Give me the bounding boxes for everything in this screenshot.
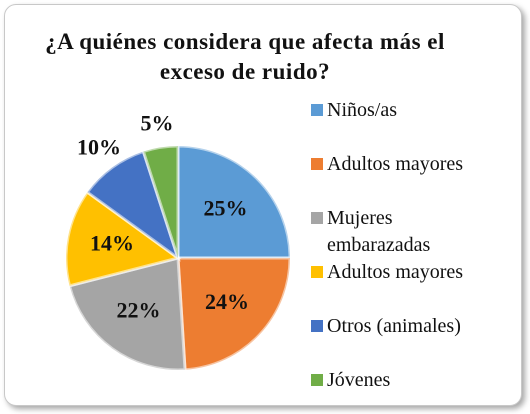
legend-label: Adultos mayores xyxy=(327,153,464,175)
legend-swatch xyxy=(311,104,323,116)
legend-swatch xyxy=(311,158,323,170)
legend-swatch xyxy=(311,212,323,224)
legend-item: Adultos mayores xyxy=(311,259,511,286)
pie-slice xyxy=(176,256,292,372)
data-label: 24% xyxy=(205,289,249,314)
data-label: 14% xyxy=(90,230,134,255)
chart: 25% 24% 22% 14% 10% 5% ¿A quiénes considera q… xyxy=(4,4,522,406)
data-label: 25% xyxy=(204,196,248,221)
legend-label: Mujeres embarazadas xyxy=(327,207,431,256)
data-label: 22% xyxy=(117,297,161,322)
legend-label: Niños/as xyxy=(327,99,397,121)
pie-slice xyxy=(64,190,182,288)
legend-item: Niños/as xyxy=(311,97,511,124)
legend-label: Otros (animales) xyxy=(327,315,461,337)
legend-item: Jóvenes xyxy=(311,367,511,394)
legend-swatch xyxy=(311,266,323,278)
legend-item: Adultos mayores xyxy=(311,151,511,178)
pie-slice xyxy=(67,256,187,372)
legend-swatch xyxy=(311,320,323,332)
legend-item: Otros (animales) xyxy=(311,313,511,340)
data-label: 10% xyxy=(77,134,121,159)
pie-slice xyxy=(141,144,180,259)
legend-item: Mujeres embarazadas xyxy=(311,205,511,259)
legend-label: Adultos mayores xyxy=(327,261,464,283)
pie-area: 25% 24% 22% 14% 10% 5% xyxy=(64,110,292,372)
pie-slice xyxy=(176,144,292,260)
chart-title: ¿A quiénes considera que afecta más el e… xyxy=(45,29,445,84)
data-label: 5% xyxy=(140,110,173,135)
legend-label: Jóvenes xyxy=(327,369,391,391)
legend-swatch xyxy=(311,374,323,386)
